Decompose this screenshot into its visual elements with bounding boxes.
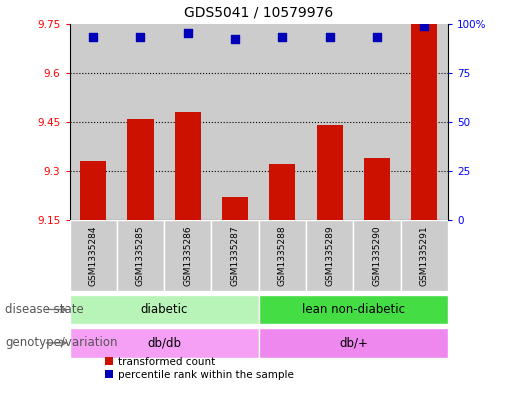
Text: GSM1335284: GSM1335284 <box>89 225 98 286</box>
Bar <box>259 328 448 358</box>
Text: GSM1335290: GSM1335290 <box>372 225 382 286</box>
Bar <box>70 220 117 291</box>
Legend: transformed count, percentile rank within the sample: transformed count, percentile rank withi… <box>100 353 298 384</box>
Bar <box>128 119 153 220</box>
Bar <box>70 328 259 358</box>
Text: GSM1335289: GSM1335289 <box>325 225 334 286</box>
Bar <box>259 220 306 291</box>
Bar <box>411 24 437 220</box>
Point <box>373 34 381 40</box>
Bar <box>117 24 164 220</box>
Title: GDS5041 / 10579976: GDS5041 / 10579976 <box>184 6 333 20</box>
Text: db/+: db/+ <box>339 336 368 349</box>
Bar <box>80 161 106 220</box>
Bar <box>164 220 212 291</box>
Bar <box>259 24 306 220</box>
Bar <box>317 125 343 220</box>
Bar <box>70 24 117 220</box>
Text: GSM1335287: GSM1335287 <box>231 225 239 286</box>
Bar <box>269 164 296 220</box>
Bar <box>353 220 401 291</box>
Bar <box>401 220 448 291</box>
Point <box>136 34 145 40</box>
Point <box>89 34 97 40</box>
Bar <box>175 112 201 220</box>
Text: GSM1335285: GSM1335285 <box>136 225 145 286</box>
Point <box>420 22 428 29</box>
Text: genotype/variation: genotype/variation <box>5 336 117 349</box>
Bar <box>353 24 401 220</box>
Text: diabetic: diabetic <box>141 303 188 316</box>
Text: disease state: disease state <box>5 303 84 316</box>
Bar <box>259 295 448 324</box>
Bar <box>364 158 390 220</box>
Bar <box>117 220 164 291</box>
Point <box>278 34 286 40</box>
Text: GSM1335291: GSM1335291 <box>420 225 429 286</box>
Point <box>325 34 334 40</box>
Text: GSM1335286: GSM1335286 <box>183 225 192 286</box>
Bar <box>164 24 212 220</box>
Bar <box>222 197 248 220</box>
Bar <box>306 24 353 220</box>
Text: db/db: db/db <box>147 336 181 349</box>
Bar <box>212 24 259 220</box>
Bar <box>70 295 259 324</box>
Point <box>184 30 192 37</box>
Point <box>231 36 239 42</box>
Bar <box>212 220 259 291</box>
Text: GSM1335288: GSM1335288 <box>278 225 287 286</box>
Text: lean non-diabetic: lean non-diabetic <box>302 303 405 316</box>
Bar <box>401 24 448 220</box>
Bar <box>306 220 353 291</box>
